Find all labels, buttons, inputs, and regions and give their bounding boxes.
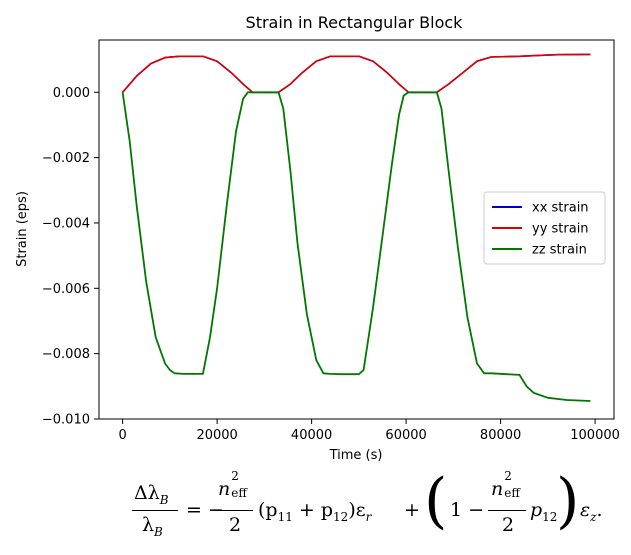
- y-axis-ticks: 0.000 −0.002 −0.004 −0.006 −0.008 −0.010: [42, 86, 99, 428]
- x-axis-ticks: 0 20000 40000 60000 80000 100000: [118, 419, 620, 443]
- n-sup-1: 2: [231, 469, 239, 483]
- two-denominator-2: 2: [502, 514, 515, 536]
- neff-numerator-1: n 2 eff: [218, 469, 247, 500]
- formula-one-minus: 1 −: [450, 499, 485, 521]
- y-tick-label: −0.004: [42, 216, 90, 231]
- p12-sub: 12: [542, 509, 558, 524]
- legend-label: zz strain: [532, 243, 587, 258]
- strain-chart: Strain in Rectangular Block 0 20000 40000 6…: [15, 13, 620, 463]
- neff-fraction-bar-1: [215, 510, 253, 511]
- formula-equals-minus: = −: [186, 499, 224, 521]
- series-line-xx-strain: [121, 53, 591, 94]
- y-tick-label: −0.002: [42, 151, 90, 166]
- y-tick-label: 0.000: [53, 86, 90, 101]
- plot-frame: [98, 39, 615, 420]
- y-tick-label: −0.010: [42, 413, 90, 428]
- x-axis-label: Time (s): [329, 448, 383, 463]
- y-axis-label: Strain (eps): [15, 191, 30, 267]
- formula: ΔλB λB = − n 2 eff 2 (p11 + p12)εr + ( 1 −…: [0, 466, 631, 552]
- lhs-den-sub: B: [154, 524, 163, 539]
- x-tick-label: 0: [118, 428, 126, 443]
- legend-box: [483, 191, 606, 265]
- lhs-num-sub: B: [159, 492, 169, 507]
- formula-plus: +: [404, 499, 420, 521]
- term1-close: )ε: [348, 499, 366, 521]
- series-line-yy-strain: [121, 53, 591, 94]
- x-tick-label: 100000: [570, 428, 620, 443]
- big-paren-right: ): [556, 466, 580, 536]
- term1-sub2: 12: [333, 509, 349, 524]
- formula-lhs-numerator: ΔλB: [134, 482, 169, 507]
- legend: xx strain yy strain zz strain: [483, 191, 606, 265]
- lhs-fraction-bar: [132, 510, 178, 511]
- x-tick-label: 40000: [291, 428, 332, 443]
- term1-eps-sub: r: [365, 509, 372, 524]
- x-tick-label: 20000: [196, 428, 237, 443]
- n-1: n: [218, 478, 231, 500]
- chart-title: Strain in Rectangular Block: [246, 13, 464, 32]
- n-sub-2: eff: [504, 486, 520, 500]
- series-lines: [121, 53, 591, 402]
- n-2: n: [491, 478, 504, 500]
- x-tick-label: 60000: [385, 428, 426, 443]
- formula-lhs-denominator: λB: [142, 514, 163, 539]
- legend-entries: xx strain yy strain zz strain: [492, 201, 589, 258]
- neff-fraction-bar-2: [488, 510, 526, 511]
- lhs-den-text: λ: [142, 514, 155, 536]
- term1-sub1: 11: [277, 509, 293, 524]
- formula-period: .: [596, 499, 603, 521]
- eps-z-sub: z: [590, 509, 597, 524]
- p12-p: p: [530, 499, 543, 521]
- term1-open: (p: [258, 499, 278, 521]
- n-sup-2: 2: [504, 469, 512, 483]
- legend-label: yy strain: [532, 222, 589, 237]
- big-paren-left: (: [424, 466, 448, 536]
- neff-numerator-2: n 2 eff: [491, 469, 520, 500]
- x-tick-label: 80000: [480, 428, 521, 443]
- legend-label: xx strain: [532, 201, 589, 216]
- formula-p12: p12: [530, 499, 557, 524]
- y-tick-label: −0.008: [42, 347, 90, 362]
- formula-eps-z: εz.: [580, 499, 603, 524]
- formula-term1: (p11 + p12)εr: [258, 499, 371, 524]
- lhs-num-text: Δλ: [134, 482, 160, 504]
- n-sub-1: eff: [231, 486, 247, 500]
- y-tick-label: −0.006: [42, 282, 90, 297]
- eps-z: ε: [580, 499, 591, 521]
- series-line-zz-strain: [121, 91, 591, 402]
- two-denominator-1: 2: [229, 514, 242, 536]
- term1-plus: + p: [292, 499, 334, 521]
